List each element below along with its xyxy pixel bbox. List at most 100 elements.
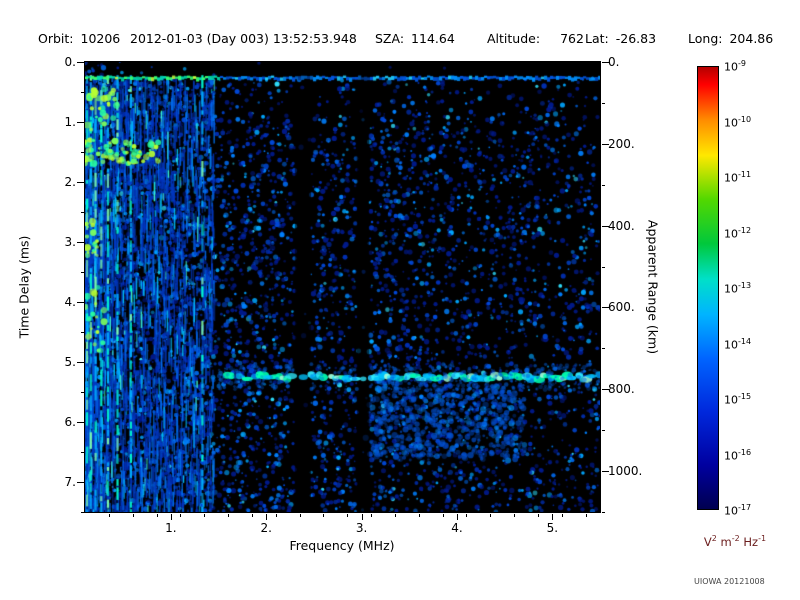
x-minor-tick: [228, 514, 230, 517]
x-axis-title: Frequency (MHz): [289, 538, 395, 553]
colorbar-tick-label: 10-9: [724, 59, 746, 74]
x-tick-label: 5.: [546, 521, 559, 535]
header-sza: SZA: 114.64: [375, 31, 455, 46]
x-tick-label: 3.: [355, 521, 368, 535]
x-minor-tick: [299, 514, 301, 517]
x-minor-tick: [538, 514, 539, 517]
y-left-major-tick: [77, 302, 84, 303]
y-left-minor-tick: [81, 212, 84, 213]
y-left-major-tick: [77, 62, 84, 63]
y-right-major-tick: [602, 225, 609, 227]
x-major-tick: [552, 514, 554, 520]
datetime-value: 2012-01-03 (Day 003) 13:52:53.948: [130, 31, 357, 46]
x-tick-label: 2.: [260, 521, 272, 535]
altitude-value: 762: [560, 31, 584, 46]
y-right-tick-label: 400.: [608, 218, 635, 233]
y-left-tick-label: 1.: [64, 115, 76, 129]
y-left-tick-label: 7.: [64, 475, 76, 489]
y-left-minor-tick: [81, 92, 84, 93]
y-left-major-tick: [77, 422, 84, 423]
y-left-tick-label: 5.: [64, 355, 76, 369]
spectrogram-canvas: [85, 62, 600, 512]
x-minor-tick: [180, 514, 182, 517]
long-label: Long:: [688, 31, 723, 46]
x-minor-tick: [108, 514, 110, 517]
y-right-minor-tick: [602, 430, 605, 432]
y-right-tick-label: 1000.: [608, 464, 643, 479]
y-left-minor-tick: [81, 392, 84, 393]
x-minor-tick: [156, 514, 158, 517]
y-axis-title-left: Time Delay (ms): [16, 235, 32, 339]
x-minor-tick: [251, 514, 253, 517]
y-left-major-tick: [77, 242, 84, 243]
y-right-major-tick: [602, 389, 609, 391]
y-right-major-tick: [602, 143, 609, 145]
colorbar-tick-label: 10-17: [724, 503, 752, 518]
y-left-major-tick: [77, 182, 84, 183]
y-right-major-tick: [602, 471, 609, 473]
x-major-tick: [170, 514, 172, 520]
lat-value: -26.83: [615, 31, 657, 46]
x-minor-tick: [204, 514, 206, 517]
y-left-minor-tick: [81, 152, 84, 153]
x-minor-tick: [514, 514, 516, 517]
long-value: 204.86: [729, 31, 774, 46]
y-right-minor-tick: [602, 512, 605, 513]
y-left-major-tick: [77, 122, 84, 123]
x-minor-tick: [371, 514, 373, 517]
header-orbit: Orbit: 10206: [38, 31, 120, 46]
x-major-tick: [361, 514, 363, 520]
y-left-tick-label: 0.: [64, 55, 76, 69]
y-right-tick-label: 0.: [608, 55, 620, 69]
lat-label: Lat:: [585, 31, 609, 46]
y-left-tick-label: 3.: [64, 235, 76, 249]
y-right-major-tick: [602, 307, 609, 309]
y-right-major-tick: [602, 62, 609, 63]
x-major-tick: [266, 514, 268, 520]
x-minor-tick: [490, 514, 492, 517]
y-left-tick-label: 2.: [64, 175, 76, 189]
y-right-tick-label: 200.: [608, 136, 635, 151]
y-left-major-tick: [77, 362, 84, 363]
x-major-tick: [456, 514, 458, 520]
y-left-minor-tick: [81, 512, 84, 513]
colorbar-tick-label: 10-15: [724, 392, 752, 407]
sza-value: 114.64: [411, 31, 455, 46]
altitude-label: Altitude:: [487, 31, 541, 46]
y-left-minor-tick: [81, 332, 84, 333]
y-right-minor-tick: [602, 184, 605, 186]
sza-label: SZA:: [375, 31, 405, 46]
y-left-minor-tick: [81, 452, 84, 453]
x-minor-tick: [132, 514, 134, 517]
y-right-minor-tick: [602, 266, 605, 268]
x-minor-tick: [561, 514, 563, 517]
x-minor-tick: [323, 514, 325, 517]
orbit-value: 10206: [80, 31, 121, 46]
colorbar-tick-label: 10-10: [724, 114, 752, 130]
x-minor-tick: [466, 514, 468, 517]
header-datetime: 2012-01-03 (Day 003) 13:52:53.948: [130, 31, 357, 46]
colorbar-tick-label: 10-13: [724, 281, 752, 296]
x-tick-label: 1.: [165, 521, 177, 535]
colorbar-tick-label: 10-11: [724, 170, 752, 185]
x-tick-label: 4.: [451, 521, 463, 535]
header-long: Long: 204.86: [688, 31, 773, 46]
x-minor-tick: [442, 514, 444, 517]
y-right-minor-tick: [602, 102, 605, 104]
x-minor-tick: [585, 514, 587, 517]
colorbar-tick-label: 10-14: [724, 336, 752, 352]
colorbar-tick-label: 10-16: [724, 447, 752, 463]
credit-text: UIOWA 20121008: [694, 577, 765, 586]
x-minor-tick: [418, 514, 420, 517]
x-minor-tick: [347, 514, 349, 517]
colorbar-tick-label: 10-12: [724, 225, 752, 241]
y-left-tick-label: 4.: [64, 295, 76, 309]
y-right-tick-label: 600.: [608, 300, 635, 315]
y-left-major-tick: [77, 482, 84, 483]
y-left-minor-tick: [81, 272, 84, 273]
y-right-tick-label: 800.: [608, 382, 635, 397]
x-minor-tick: [394, 514, 396, 517]
y-right-minor-tick: [602, 348, 605, 350]
y-left-tick-label: 6.: [64, 415, 76, 429]
